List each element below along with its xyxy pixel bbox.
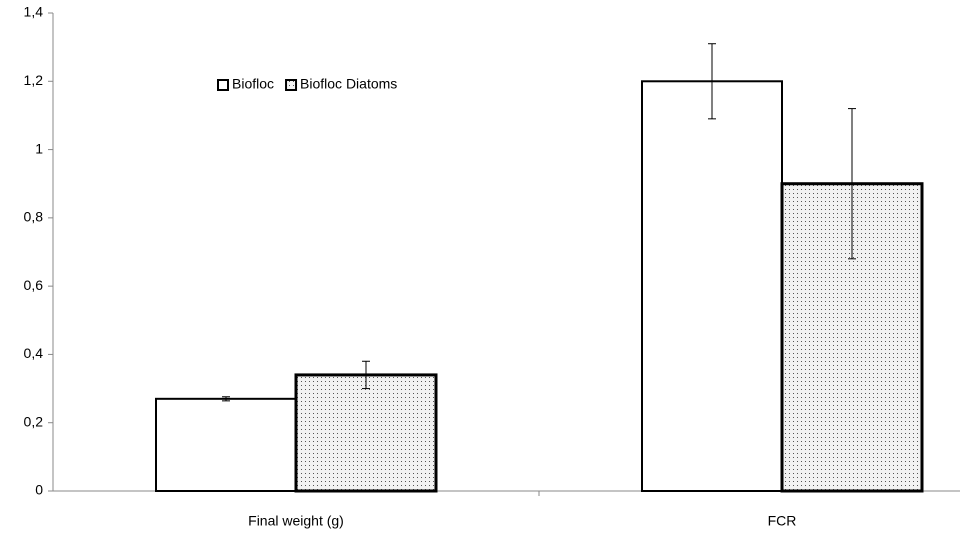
bar xyxy=(641,80,783,493)
error-bar xyxy=(362,360,370,390)
y-tick-label: 0,8 xyxy=(24,209,44,225)
x-tick-label: Final weight (g) xyxy=(248,513,344,529)
x-tick-label: FCR xyxy=(768,513,797,529)
error-bar xyxy=(848,108,856,260)
y-tick-label: 1,2 xyxy=(24,72,44,88)
y-tick-label: 0,4 xyxy=(24,345,44,361)
legend-swatch xyxy=(217,79,229,91)
error-bar xyxy=(708,43,716,120)
y-tick-label: 1 xyxy=(35,140,43,156)
legend-label: Biofloc xyxy=(232,76,274,92)
bar xyxy=(155,397,297,493)
legend-swatch xyxy=(285,79,298,91)
y-tick-label: 0,2 xyxy=(24,413,44,429)
y-tick-label: 0,6 xyxy=(24,277,44,293)
error-bar xyxy=(222,396,230,402)
y-tick-label: 0 xyxy=(35,482,43,498)
bar xyxy=(294,373,438,493)
legend-label: Biofloc Diatoms xyxy=(300,76,397,92)
y-tick-label: 1,4 xyxy=(24,4,44,20)
